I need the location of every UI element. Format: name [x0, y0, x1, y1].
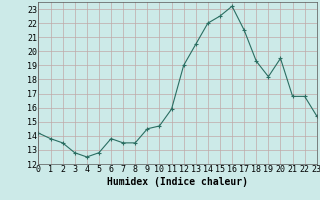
X-axis label: Humidex (Indice chaleur): Humidex (Indice chaleur)	[107, 177, 248, 187]
